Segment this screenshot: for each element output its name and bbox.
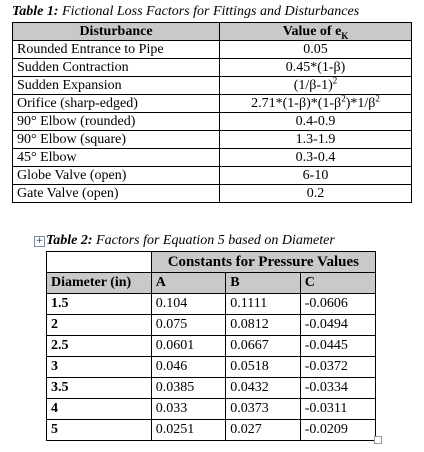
table-row: Orifice (sharp-edged) 2.71*(1-β)*(1-β2)*1… — [12, 93, 412, 113]
disturbance-name: Globe Valve (open) — [12, 166, 220, 185]
disturbance-name: Sudden Expansion — [12, 76, 220, 95]
constant-a-cell: 0.033 — [150, 398, 227, 420]
loss-value: 6-10 — [219, 166, 412, 185]
constant-c-cell: -0.0372 — [299, 356, 377, 378]
loss-value-base: (1/β-1) — [293, 78, 333, 93]
constant-b-cell: 0.027 — [225, 419, 301, 441]
loss-value: 0.3-0.4 — [219, 148, 412, 167]
disturbance-name: Rounded Entrance to Pipe — [12, 40, 220, 59]
disturbance-name: Gate Valve (open) — [12, 184, 220, 203]
table2-header-b: B — [225, 272, 301, 294]
loss-value-part: )*1/β — [345, 96, 376, 111]
table-row: Sudden Expansion (1/β-1)2 — [12, 75, 412, 95]
constant-a-cell: 0.046 — [150, 356, 227, 378]
constant-a-cell: 0.0385 — [150, 377, 227, 399]
constant-a-cell: 0.0601 — [150, 335, 227, 357]
table2-caption-label: Table 2: — [46, 233, 93, 248]
constant-b-cell: 0.0373 — [225, 398, 301, 420]
diameter-cell: 4 — [46, 398, 152, 420]
constant-c-cell: -0.0334 — [299, 377, 377, 399]
table-row: 4 0.033 0.0373 -0.0311 — [46, 398, 377, 420]
table-row: Globe Valve (open) 6-10 — [12, 166, 412, 185]
constant-c-cell: -0.0445 — [299, 335, 377, 357]
constant-b-cell: 0.0667 — [225, 335, 301, 357]
disturbance-name: 90° Elbow (square) — [12, 130, 220, 149]
diameter-cell: 2.5 — [46, 335, 152, 357]
constant-a-cell: 0.104 — [150, 293, 227, 315]
table1-caption-text: Fictional Loss Factors for Fittings and … — [62, 4, 360, 19]
constant-b-cell: 0.1111 — [225, 293, 301, 315]
table2-header-c: C — [299, 272, 377, 294]
loss-value-exponent: 2 — [332, 75, 338, 86]
table-row: 3 0.046 0.0518 -0.0372 — [46, 356, 377, 378]
constant-b-cell: 0.0518 — [225, 356, 301, 378]
diameter-cell: 3.5 — [46, 377, 152, 399]
table-row: 3.5 0.0385 0.0432 -0.0334 — [46, 377, 377, 399]
loss-value: (1/β-1)2 — [219, 75, 412, 95]
disturbance-name: 45° Elbow — [12, 148, 220, 167]
loss-factors-table: Disturbance Value of eK Rounded Entrance… — [12, 22, 412, 203]
table1-header-value-text: Value of e — [282, 24, 342, 39]
table-row: 90° Elbow (rounded) 0.4-0.9 — [12, 112, 412, 131]
loss-value: 0.4-0.9 — [219, 112, 412, 131]
loss-value: 2.71*(1-β)*(1-β2)*1/β2 — [219, 93, 412, 113]
table-row: Gate Valve (open) 0.2 — [12, 184, 412, 203]
table-move-handle-icon[interactable]: + — [34, 236, 45, 247]
loss-value: 0.2 — [219, 184, 412, 203]
constant-c-cell: -0.0311 — [299, 398, 377, 420]
table2-header-a: A — [150, 272, 227, 294]
constant-c-cell: -0.0209 — [299, 419, 377, 441]
diameter-cell: 1.5 — [46, 293, 152, 315]
loss-value: 0.45*(1-β) — [219, 58, 412, 77]
constant-a-cell: 0.075 — [150, 314, 227, 336]
constant-c-cell: -0.0494 — [299, 314, 377, 336]
constant-b-cell: 0.0432 — [225, 377, 301, 399]
table-row: 45° Elbow 0.3-0.4 — [12, 148, 412, 167]
disturbance-name: Orifice (sharp-edged) — [12, 94, 220, 113]
loss-value: 1.3-1.9 — [219, 130, 412, 149]
table1-caption: Table 1: Fictional Loss Factors for Fitt… — [12, 4, 359, 20]
loss-value-exponent: 2 — [341, 93, 346, 104]
table-row: 2 0.075 0.0812 -0.0494 — [46, 314, 377, 336]
constant-b-cell: 0.0812 — [225, 314, 301, 336]
table2-caption-text: Factors for Equation 5 based on Diameter — [96, 233, 335, 248]
diameter-cell: 3 — [46, 356, 152, 378]
diameter-cell: 2 — [46, 314, 152, 336]
loss-value-part: 2.71*(1-β)*(1-β — [251, 96, 342, 111]
table-row: Rounded Entrance to Pipe 0.05 — [12, 40, 412, 59]
table2-header-row: Diameter (in) A B C — [46, 272, 377, 294]
table2-header-diameter: Diameter (in) — [46, 272, 152, 294]
table2-group-header-row: Constants for Pressure Values — [46, 251, 377, 273]
table1-header-row: Disturbance Value of eK — [12, 22, 412, 41]
table-row: 5 0.0251 0.027 -0.0209 — [46, 419, 377, 441]
table2-caption: Table 2: Factors for Equation 5 based on… — [46, 233, 335, 249]
table-row: 2.5 0.0601 0.0667 -0.0445 — [46, 335, 377, 357]
diameter-factors-table: Constants for Pressure Values Diameter (… — [46, 251, 377, 441]
table1-header-value-sub: K — [341, 30, 349, 41]
disturbance-name: Sudden Contraction — [12, 58, 220, 77]
table1-header-value: Value of eK — [219, 22, 412, 41]
table-row: 1.5 0.104 0.1111 -0.0606 — [46, 293, 377, 315]
loss-value-exponent: 2 — [375, 93, 380, 104]
table-row: Sudden Contraction 0.45*(1-β) — [12, 58, 412, 77]
constant-c-cell: -0.0606 — [299, 293, 377, 315]
table1-header-disturbance: Disturbance — [12, 22, 220, 41]
table-resize-handle[interactable] — [374, 436, 382, 444]
table1-caption-label: Table 1: — [12, 4, 59, 19]
table2-group-header: Constants for Pressure Values — [150, 251, 377, 273]
disturbance-name: 90° Elbow (rounded) — [12, 112, 220, 131]
table-row: 90° Elbow (square) 1.3-1.9 — [12, 130, 412, 149]
loss-value: 0.05 — [219, 40, 412, 59]
table2-header-blank — [46, 251, 152, 273]
constant-a-cell: 0.0251 — [150, 419, 227, 441]
diameter-cell: 5 — [46, 419, 152, 441]
